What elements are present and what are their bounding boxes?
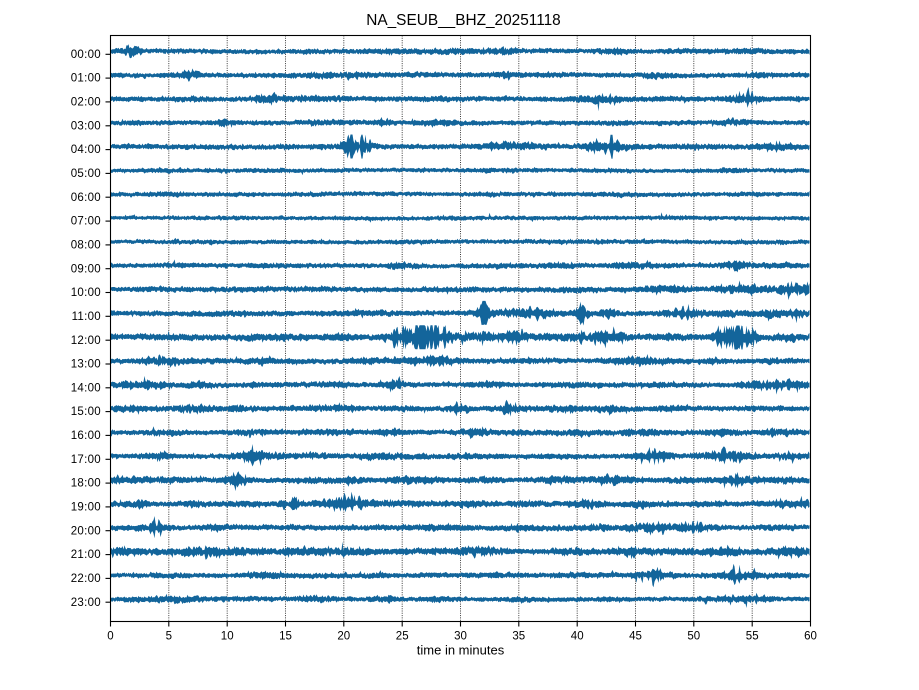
- svg-text:08:00: 08:00: [71, 240, 101, 252]
- svg-text:50: 50: [687, 630, 700, 642]
- svg-text:05:00: 05:00: [71, 168, 101, 180]
- svg-text:19:00: 19:00: [71, 502, 101, 514]
- svg-text:07:00: 07:00: [71, 216, 101, 228]
- svg-text:06:00: 06:00: [71, 192, 101, 204]
- svg-text:18:00: 18:00: [71, 478, 101, 490]
- svg-text:10:00: 10:00: [71, 287, 101, 299]
- svg-text:15:00: 15:00: [71, 406, 101, 418]
- svg-text:5: 5: [166, 630, 172, 642]
- svg-text:14:00: 14:00: [71, 382, 101, 394]
- svg-text:09:00: 09:00: [71, 263, 101, 275]
- svg-text:16:00: 16:00: [71, 430, 101, 442]
- svg-text:03:00: 03:00: [71, 120, 101, 132]
- svg-text:02:00: 02:00: [71, 97, 101, 109]
- svg-text:60: 60: [804, 630, 817, 642]
- svg-text:13:00: 13:00: [71, 359, 101, 371]
- svg-text:17:00: 17:00: [71, 454, 101, 466]
- svg-text:11:00: 11:00: [72, 311, 101, 323]
- svg-text:NA_SEUB__BHZ_20251118: NA_SEUB__BHZ_20251118: [366, 12, 561, 29]
- svg-text:25: 25: [396, 630, 409, 642]
- svg-text:23:00: 23:00: [71, 597, 101, 609]
- svg-text:40: 40: [571, 630, 584, 642]
- svg-text:12:00: 12:00: [71, 335, 101, 347]
- svg-text:35: 35: [512, 630, 525, 642]
- svg-text:21:00: 21:00: [71, 549, 101, 561]
- svg-text:01:00: 01:00: [71, 73, 101, 85]
- svg-text:45: 45: [629, 630, 642, 642]
- svg-text:22:00: 22:00: [71, 573, 101, 585]
- svg-text:15: 15: [279, 630, 292, 642]
- svg-text:10: 10: [221, 630, 234, 642]
- svg-text:00:00: 00:00: [71, 49, 101, 61]
- svg-text:20: 20: [337, 630, 350, 642]
- svg-text:55: 55: [746, 630, 759, 642]
- svg-text:30: 30: [454, 630, 467, 642]
- svg-text:20:00: 20:00: [71, 525, 101, 537]
- svg-text:04:00: 04:00: [71, 144, 101, 156]
- svg-text:time in minutes: time in minutes: [417, 642, 505, 657]
- svg-text:0: 0: [107, 630, 113, 642]
